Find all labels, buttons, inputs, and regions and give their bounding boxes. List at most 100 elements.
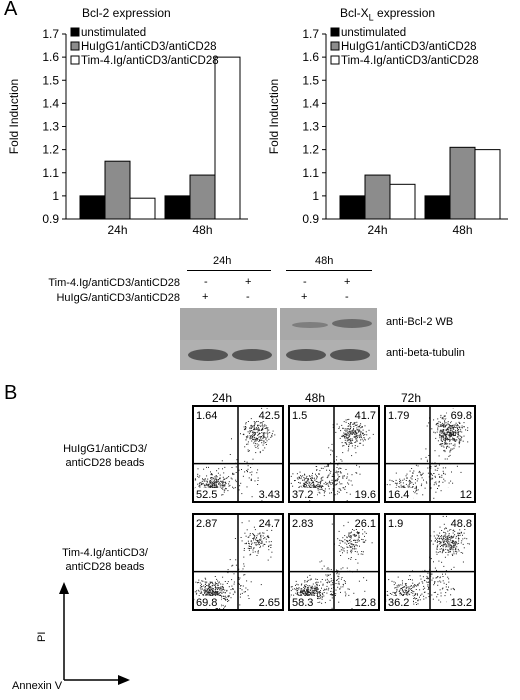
flow-dot	[257, 551, 259, 553]
flow-dot	[348, 425, 350, 427]
flow-dot	[455, 550, 457, 552]
flow-dot	[254, 445, 256, 447]
flow-dot	[462, 538, 464, 540]
flow-dot	[455, 544, 457, 546]
flow-dot	[439, 477, 441, 478]
flow-dot	[214, 592, 216, 593]
flow-dot	[348, 483, 350, 485]
flow-dot	[450, 594, 452, 596]
flow-dot	[257, 540, 259, 542]
flow-dot	[352, 423, 354, 425]
flow-dot	[224, 598, 226, 600]
flow-dot	[306, 475, 308, 477]
flow-dot	[436, 577, 438, 579]
flow-dot	[353, 426, 355, 428]
flow-dot	[454, 439, 456, 440]
flow-dot	[447, 431, 449, 433]
flow-dot	[265, 425, 267, 427]
flow-dot	[435, 465, 437, 467]
flow-dot	[203, 484, 205, 486]
flow-dot	[341, 442, 343, 444]
flow-dot	[198, 579, 200, 581]
flow-dot	[202, 580, 204, 582]
quadrant-label-bg	[387, 409, 413, 421]
flow-dot	[235, 472, 237, 473]
flow-dot	[453, 543, 455, 545]
flow-dot	[248, 450, 250, 452]
flow-dot	[313, 486, 315, 488]
flow-dot	[401, 590, 403, 592]
flow-dot	[316, 484, 318, 486]
flow-dot	[253, 526, 255, 528]
flow-dot	[250, 479, 252, 481]
flow-dot	[250, 467, 252, 468]
flow-dot	[211, 585, 213, 587]
flow-dot	[253, 434, 255, 436]
flow-dot	[460, 439, 462, 441]
flow-dot	[298, 587, 300, 589]
flow-dot	[362, 429, 364, 431]
flow-dot	[217, 472, 219, 474]
flow-dot	[215, 481, 217, 483]
flow-dot	[317, 482, 319, 484]
flow-dot	[342, 540, 344, 542]
flow-dot	[226, 589, 228, 591]
flow-dot	[341, 435, 343, 437]
flow-dot	[352, 534, 354, 536]
flow-dot	[346, 434, 348, 436]
flow-dot	[303, 483, 305, 485]
flow-dot	[330, 578, 332, 580]
flow-dot	[344, 475, 345, 477]
flow-dot	[396, 482, 398, 484]
flow-dot	[327, 484, 329, 486]
flow-dot	[216, 476, 218, 477]
flow-dot	[250, 418, 252, 420]
flow-dot	[348, 479, 350, 481]
flow-dot	[423, 479, 424, 481]
flow-dot	[445, 435, 447, 437]
flow-dot	[430, 478, 432, 480]
flow-dot	[348, 423, 350, 424]
flow-dot	[346, 500, 348, 502]
flow-dot	[253, 425, 255, 426]
flow-dot	[451, 434, 453, 436]
flow-dot	[316, 596, 318, 598]
quadrant-label-bg	[387, 596, 413, 608]
flow-dot	[297, 591, 299, 593]
flow-dot	[346, 540, 348, 541]
flow-dot	[214, 487, 216, 489]
flow-dot	[335, 472, 337, 473]
flow-dot	[454, 549, 456, 551]
flow-dot	[403, 485, 405, 487]
flow-dot	[312, 481, 314, 483]
flow-dot	[233, 487, 235, 489]
flow-dot	[342, 541, 344, 543]
flow-dot	[220, 598, 222, 600]
flow-dot	[351, 474, 353, 476]
flow-dot	[410, 579, 411, 580]
flow-dot	[424, 591, 426, 593]
flow-dot	[348, 446, 349, 448]
flow-dot	[452, 438, 454, 440]
flow-dot	[261, 542, 263, 544]
flow-dot	[296, 594, 298, 595]
flow-dot	[344, 435, 346, 437]
wb-time-24h: 24h	[213, 255, 232, 267]
flow-dot	[217, 481, 219, 483]
flow-dot	[449, 536, 450, 538]
flow-dot	[198, 590, 200, 592]
flow-dot	[317, 593, 318, 595]
flow-dot	[455, 439, 457, 441]
flow-dot	[302, 479, 304, 481]
flow-dot	[236, 459, 238, 461]
flow-dot	[239, 577, 241, 579]
flow-dot	[352, 544, 354, 546]
flow-dot	[447, 437, 449, 439]
flow-dot	[197, 468, 199, 470]
flow-dot	[445, 546, 447, 548]
flow-dot	[448, 534, 450, 536]
quadrant-label-bg	[255, 488, 281, 500]
flow-dot	[401, 593, 402, 595]
flow-dot	[451, 427, 453, 429]
flow-dot	[357, 532, 359, 533]
